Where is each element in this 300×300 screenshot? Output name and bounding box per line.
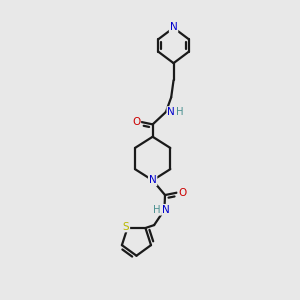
Text: O: O [132,117,140,127]
Text: N: N [162,205,170,215]
Text: S: S [123,221,129,232]
Text: N: N [170,22,177,32]
Text: H: H [153,205,161,215]
Text: N: N [167,107,175,117]
Text: O: O [178,188,187,198]
Text: H: H [176,107,184,117]
Text: N: N [149,175,157,185]
